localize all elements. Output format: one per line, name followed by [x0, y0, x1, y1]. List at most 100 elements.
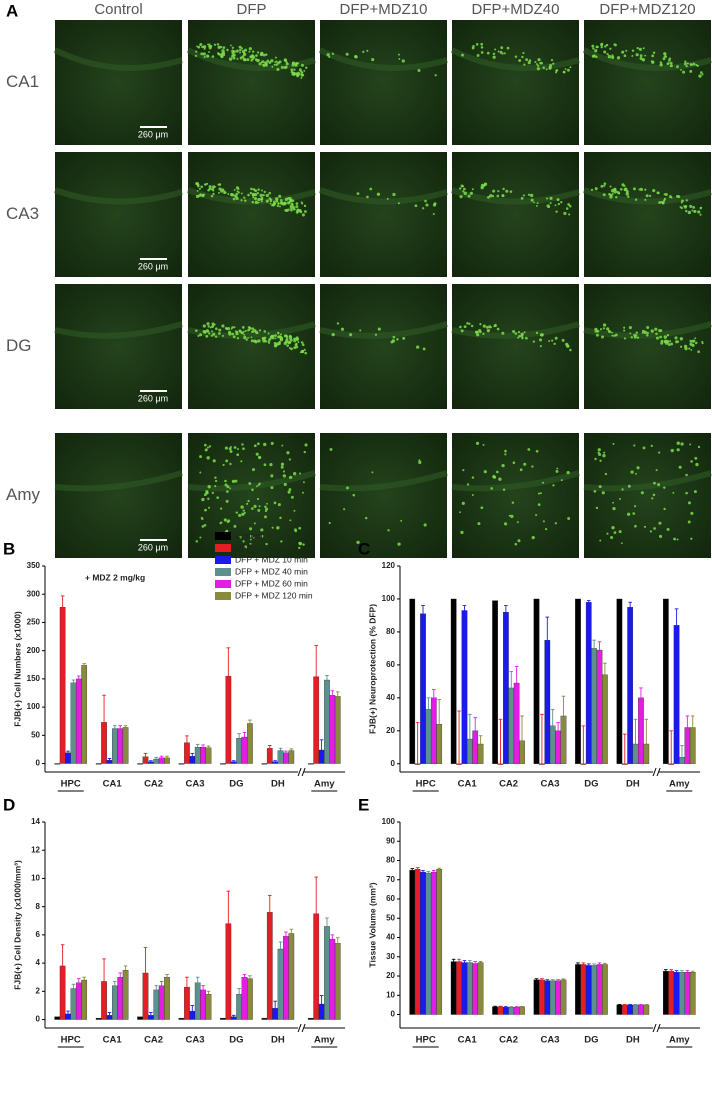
bar	[602, 674, 608, 764]
fjb-cell	[239, 535, 242, 539]
column-header: DFP+MDZ40	[472, 1, 560, 18]
fjb-cell	[256, 331, 259, 335]
fjb-cell	[636, 336, 640, 339]
fjb-cell	[668, 57, 672, 61]
bar	[450, 961, 457, 1015]
fjb-cell	[612, 507, 616, 511]
fjb-cell	[485, 325, 489, 329]
fjb-cell	[284, 59, 287, 62]
fjb-cell	[231, 332, 235, 336]
fjb-cell	[606, 532, 609, 535]
bar	[75, 678, 82, 764]
fjb-cell	[627, 484, 631, 488]
fjb-cell	[663, 341, 667, 344]
bar	[75, 982, 82, 1020]
fjb-cell	[290, 495, 294, 499]
fjb-cell	[226, 490, 229, 493]
fjb-cell	[664, 192, 668, 196]
y-tick-label: 80	[386, 856, 395, 865]
fjb-cell	[261, 337, 264, 340]
fjb-cell	[607, 54, 612, 59]
fjb-cell	[300, 341, 304, 344]
fjb-cell	[249, 55, 253, 59]
fjb-cell	[292, 61, 295, 65]
fjb-cell	[240, 192, 243, 195]
y-axis-label: FJB(+) Neuroprotection (% DFP)	[367, 604, 377, 734]
axis-break	[652, 1023, 657, 1033]
fjb-cell	[245, 338, 248, 341]
y-tick-label: 120	[382, 561, 396, 570]
fjb-cell	[521, 55, 524, 59]
fjb-cell	[289, 198, 293, 203]
fjb-cell	[203, 443, 207, 447]
fjb-cell	[536, 202, 539, 205]
fjb-cell	[387, 529, 390, 532]
fjb-cell	[613, 188, 617, 192]
bar	[247, 723, 253, 764]
fjb-cell	[595, 45, 599, 49]
y-tick-label: 70	[386, 875, 395, 884]
bar	[684, 972, 691, 1015]
fjb-cell	[289, 338, 293, 342]
row-label: CA3	[6, 204, 39, 223]
fjb-cell	[289, 341, 292, 344]
fjb-cell	[302, 543, 305, 546]
fjb-cell	[396, 338, 399, 341]
fjb-cell	[295, 205, 299, 209]
axis-break-gap	[298, 1026, 305, 1030]
bar	[436, 724, 443, 764]
fjb-cell	[301, 213, 305, 217]
fjb-cell	[210, 194, 214, 198]
fjb-cell	[216, 43, 220, 46]
fjb-cell	[293, 339, 297, 343]
fjb-cell	[273, 63, 276, 66]
y-tick-label: 0	[391, 759, 396, 768]
fjb-cell	[297, 341, 300, 343]
fjb-cell	[687, 501, 691, 505]
bar	[225, 675, 232, 764]
micrograph	[320, 433, 447, 558]
bar	[148, 1015, 154, 1020]
fjb-cell	[236, 190, 239, 193]
bar	[414, 869, 421, 1015]
micrograph	[584, 433, 711, 558]
bar	[425, 872, 432, 1015]
fjb-cell	[602, 327, 606, 330]
fjb-cell	[201, 525, 205, 528]
fjb-cell	[298, 546, 301, 550]
bar	[555, 980, 561, 1015]
fjb-cell	[254, 189, 258, 193]
fjb-cell	[228, 447, 232, 451]
fjb-cell	[272, 334, 275, 338]
fjb-cell	[300, 63, 304, 67]
fjb-cell	[241, 512, 245, 516]
fjb-cell	[542, 520, 545, 523]
fjb-cell	[356, 540, 360, 545]
fjb-cell	[290, 70, 294, 74]
fjb-cell	[277, 503, 281, 507]
fjb-cell	[212, 189, 215, 192]
fjb-cell	[251, 468, 256, 472]
fjb-cell	[628, 326, 632, 330]
fjb-cell	[235, 331, 239, 336]
fjb-cell	[221, 334, 224, 337]
fjb-cell	[202, 324, 206, 328]
fjb-cell	[523, 331, 526, 334]
fjb-cell	[684, 60, 687, 63]
fjb-cell	[660, 341, 664, 345]
fjb-cell	[226, 326, 231, 331]
fjb-cell	[653, 527, 656, 530]
fjb-cell	[249, 542, 252, 545]
fjb-cell	[247, 336, 250, 339]
fjb-cell	[496, 470, 499, 474]
fjb-cell	[523, 63, 526, 66]
fjb-cell	[634, 198, 638, 201]
bar	[54, 763, 61, 765]
fjb-cell	[566, 471, 570, 475]
fjb-cell	[537, 503, 541, 507]
fjb-cell	[416, 345, 420, 349]
x-tick-label: DH	[271, 1035, 285, 1046]
axis-break	[297, 1023, 302, 1033]
y-tick-label: 20	[386, 971, 395, 980]
fjb-cell	[693, 490, 697, 494]
